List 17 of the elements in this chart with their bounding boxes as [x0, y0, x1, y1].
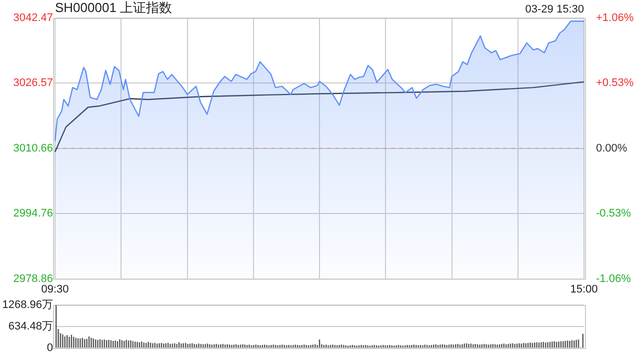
y-tick-label: 3042.47	[13, 12, 53, 24]
y2-tick-label: +1.06%	[596, 12, 634, 24]
y-tick-label: 2994.76	[13, 208, 53, 220]
y-tick-label: 3010.66	[13, 142, 53, 154]
y2-tick-label: -0.53%	[596, 208, 632, 220]
y2-tick-label: +0.53%	[596, 77, 634, 90]
y-tick-label: 3026.57	[13, 77, 53, 90]
y-tick-label: 0	[46, 342, 53, 354]
y2-tick-label: -1.06%	[596, 272, 632, 285]
x-tick-label: 15:00	[570, 283, 598, 296]
y-tick-label: 2978.86	[13, 272, 53, 285]
y-tick-label: 634.48万	[8, 320, 53, 333]
x-tick-label: 09:30	[41, 283, 69, 296]
text: 03-29 15:30	[525, 4, 584, 16]
y-tick-label: 1268.96万	[2, 299, 53, 312]
chart-title: SH000001 上证指数	[55, 0, 172, 16]
y2-tick-label: 0.00%	[596, 142, 628, 154]
